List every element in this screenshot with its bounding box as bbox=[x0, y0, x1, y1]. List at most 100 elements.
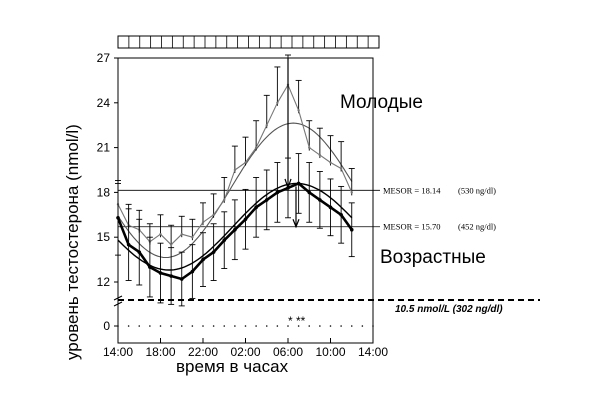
y-tick-label: 18 bbox=[97, 185, 111, 199]
baseline-dot bbox=[361, 325, 364, 327]
x-tick-label: 02:00 bbox=[230, 345, 260, 359]
label-young: Молодые bbox=[340, 92, 423, 113]
data-point bbox=[328, 205, 333, 210]
axis-break bbox=[113, 301, 123, 307]
data-point bbox=[233, 227, 237, 232]
baseline-dot bbox=[319, 325, 321, 327]
baseline-dot bbox=[138, 325, 141, 327]
x-tick-label: 10:00 bbox=[315, 345, 345, 359]
data-point bbox=[350, 191, 353, 194]
mesor-lines: MESOR = 18.14 (530 ng/dl) MESOR = 15.70 (45… bbox=[118, 185, 496, 232]
data-point bbox=[275, 190, 280, 195]
data-point bbox=[169, 243, 173, 246]
data-point bbox=[349, 227, 354, 232]
data-point bbox=[308, 146, 311, 149]
baseline-dot bbox=[340, 325, 342, 327]
x-tick-label: 14:00 bbox=[103, 345, 133, 359]
mesor-label: MESOR = 15.70 bbox=[383, 222, 440, 232]
data-point bbox=[318, 198, 322, 202]
baseline-dot bbox=[308, 325, 311, 327]
data-point bbox=[201, 221, 205, 224]
data-point bbox=[223, 198, 226, 202]
data-point bbox=[264, 198, 269, 202]
data-point bbox=[243, 217, 248, 222]
data-point bbox=[244, 161, 247, 164]
y-tick-label: 12 bbox=[97, 275, 111, 289]
cosinor-curve bbox=[117, 122, 353, 259]
y-tick-label: 15 bbox=[97, 230, 111, 244]
baseline-dot bbox=[234, 325, 236, 327]
baseline-dot bbox=[149, 325, 151, 327]
amplitude-arrows bbox=[284, 58, 300, 229]
data-point bbox=[179, 277, 184, 281]
data-point bbox=[201, 257, 205, 262]
data-point bbox=[297, 109, 300, 112]
data-point bbox=[148, 265, 152, 269]
baseline-dot bbox=[265, 325, 268, 327]
top-time-band bbox=[117, 35, 380, 49]
baseline-dot bbox=[202, 325, 204, 327]
x-tick-label: 18:00 bbox=[145, 345, 175, 359]
y-tick-label: 21 bbox=[97, 141, 111, 155]
baseline-dot bbox=[287, 325, 289, 327]
baseline-dot bbox=[117, 325, 119, 327]
baseline-dot bbox=[350, 325, 353, 327]
data-point bbox=[254, 205, 258, 210]
baseline-dot bbox=[255, 325, 257, 327]
series-old bbox=[115, 153, 355, 307]
data-point bbox=[159, 233, 162, 236]
data-point bbox=[190, 269, 195, 274]
arrow-head bbox=[284, 178, 292, 190]
data-point bbox=[276, 101, 279, 105]
data-point bbox=[318, 153, 322, 157]
axis-break bbox=[113, 295, 123, 301]
baseline-dot bbox=[372, 325, 374, 327]
mesor-unit: (452 ng/dl) bbox=[458, 222, 496, 232]
arrow-head bbox=[292, 219, 300, 229]
data-point bbox=[265, 124, 268, 127]
data-point bbox=[180, 233, 183, 236]
data-point bbox=[339, 213, 343, 217]
x-axis-title: время в часах bbox=[176, 357, 289, 376]
baseline-dot bbox=[180, 325, 183, 327]
data-point bbox=[137, 250, 142, 254]
mesor-label: MESOR = 18.14 bbox=[383, 185, 441, 195]
data-point bbox=[212, 213, 215, 216]
baseline-dot bbox=[297, 325, 300, 327]
baseline-dot bbox=[276, 325, 279, 327]
data-point bbox=[296, 181, 301, 186]
x-tick-label: 06:00 bbox=[273, 345, 303, 359]
significance-mark-1: * bbox=[288, 314, 293, 328]
data-point bbox=[254, 146, 258, 149]
data-point bbox=[233, 168, 237, 172]
y-axis-title: уровень тестостерона (nmol/l) bbox=[63, 124, 82, 360]
data-point bbox=[158, 271, 163, 275]
y-tick-label: 24 bbox=[97, 96, 111, 110]
data-point bbox=[169, 274, 173, 278]
x-tick-label: 14:00 bbox=[358, 345, 388, 359]
baseline-dot bbox=[223, 325, 226, 327]
data-point bbox=[191, 236, 194, 239]
data-point bbox=[307, 190, 312, 195]
data-point bbox=[339, 167, 343, 170]
series-young bbox=[115, 54, 355, 248]
baseline-dot bbox=[329, 325, 332, 327]
baseline-dot bbox=[159, 325, 162, 327]
baseline-dot bbox=[127, 325, 130, 327]
threshold-label: 10.5 nmol/L (302 ng/dl) bbox=[395, 304, 503, 315]
y-tick-label: 27 bbox=[97, 51, 111, 65]
baseline-dot bbox=[191, 325, 194, 327]
data-point bbox=[126, 242, 131, 247]
data-point bbox=[329, 161, 332, 164]
baseline-dot bbox=[170, 325, 172, 327]
baseline-dot bbox=[244, 325, 247, 327]
label-old: Возрастные bbox=[380, 247, 486, 268]
x-tick-label: 22:00 bbox=[188, 345, 218, 359]
baseline-dot bbox=[212, 325, 215, 327]
data-point bbox=[116, 215, 120, 220]
mesor-unit: (530 ng/dl) bbox=[458, 185, 496, 195]
y-tick-label: 0 bbox=[103, 319, 110, 333]
significance-mark-2: ** bbox=[296, 314, 306, 328]
y-axis: 0 12 15 18 21 24 27 bbox=[97, 51, 123, 333]
